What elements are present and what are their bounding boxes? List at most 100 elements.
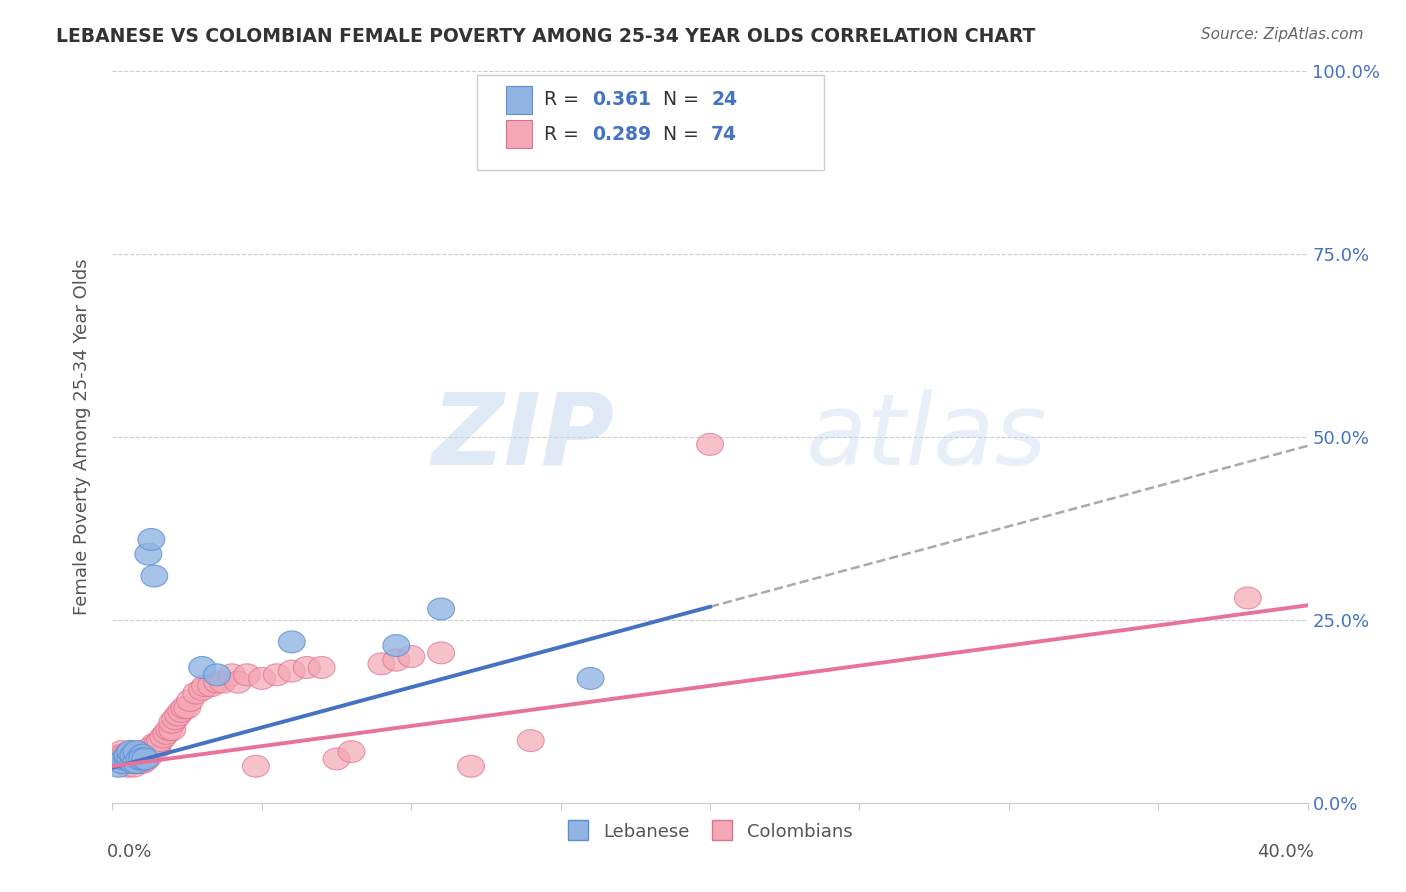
Ellipse shape [427,642,454,664]
Ellipse shape [127,742,153,764]
Ellipse shape [111,747,138,770]
Ellipse shape [457,756,485,777]
Ellipse shape [117,747,143,770]
Ellipse shape [294,657,321,679]
Text: 0.289: 0.289 [592,125,651,144]
Ellipse shape [132,747,159,770]
Ellipse shape [122,752,150,773]
Ellipse shape [204,664,231,686]
Ellipse shape [696,434,724,456]
Ellipse shape [159,712,186,733]
Ellipse shape [177,690,204,712]
Ellipse shape [114,756,141,777]
Ellipse shape [209,671,236,693]
Ellipse shape [150,726,177,747]
Ellipse shape [108,740,135,763]
Text: N =: N = [664,90,706,110]
Text: 24: 24 [711,90,737,110]
Ellipse shape [188,657,215,679]
Text: 74: 74 [711,125,737,144]
Ellipse shape [135,747,162,768]
Ellipse shape [382,634,409,657]
Ellipse shape [129,747,156,770]
Ellipse shape [129,744,156,766]
Ellipse shape [122,744,150,766]
Ellipse shape [368,653,395,675]
Ellipse shape [141,566,167,587]
Ellipse shape [120,752,146,773]
Ellipse shape [127,747,153,768]
Ellipse shape [167,700,194,723]
Ellipse shape [141,733,167,756]
Ellipse shape [1234,587,1261,609]
Ellipse shape [308,657,335,679]
Ellipse shape [120,742,146,764]
Ellipse shape [198,675,225,697]
Ellipse shape [135,742,162,764]
Text: LEBANESE VS COLOMBIAN FEMALE POVERTY AMONG 25-34 YEAR OLDS CORRELATION CHART: LEBANESE VS COLOMBIAN FEMALE POVERTY AMO… [56,27,1036,45]
Ellipse shape [117,740,143,763]
Ellipse shape [117,752,143,773]
FancyBboxPatch shape [506,86,531,114]
Ellipse shape [263,664,290,686]
Text: R =: R = [544,125,585,144]
Ellipse shape [117,744,143,766]
Ellipse shape [111,752,138,773]
Ellipse shape [114,747,141,770]
Ellipse shape [138,740,165,763]
Text: 0.361: 0.361 [592,90,651,110]
Ellipse shape [117,740,143,763]
Ellipse shape [135,543,162,566]
Ellipse shape [183,682,209,704]
Ellipse shape [117,747,143,770]
Ellipse shape [159,719,186,740]
Ellipse shape [122,740,150,763]
Ellipse shape [120,756,146,777]
Text: 40.0%: 40.0% [1257,843,1313,861]
Ellipse shape [153,723,180,744]
Ellipse shape [122,752,150,773]
Ellipse shape [138,737,165,759]
Ellipse shape [105,747,132,770]
Ellipse shape [127,747,153,770]
FancyBboxPatch shape [477,75,824,170]
Ellipse shape [108,747,135,770]
Ellipse shape [218,664,246,686]
Ellipse shape [111,747,138,770]
Ellipse shape [108,752,135,773]
Ellipse shape [105,744,132,766]
Ellipse shape [111,744,138,766]
Ellipse shape [129,747,156,770]
Ellipse shape [129,744,156,766]
Ellipse shape [188,679,215,700]
Ellipse shape [170,697,198,719]
Ellipse shape [120,747,146,770]
Ellipse shape [127,752,153,773]
Ellipse shape [398,646,425,667]
Ellipse shape [174,697,201,719]
Ellipse shape [114,747,141,768]
Ellipse shape [120,746,146,768]
Ellipse shape [114,749,141,772]
Ellipse shape [576,667,605,690]
Ellipse shape [225,671,252,693]
Ellipse shape [156,719,183,740]
Ellipse shape [143,733,170,756]
Legend: Lebanese, Colombians: Lebanese, Colombians [560,814,860,848]
Ellipse shape [108,744,135,766]
Ellipse shape [143,737,170,759]
Text: Source: ZipAtlas.com: Source: ZipAtlas.com [1201,27,1364,42]
Ellipse shape [242,756,270,777]
Ellipse shape [191,675,218,697]
Ellipse shape [129,740,156,763]
Ellipse shape [323,747,350,770]
Y-axis label: Female Poverty Among 25-34 Year Olds: Female Poverty Among 25-34 Year Olds [73,259,91,615]
Text: atlas: atlas [806,389,1047,485]
Ellipse shape [427,598,454,620]
Ellipse shape [146,730,174,752]
Ellipse shape [162,707,188,730]
Ellipse shape [122,747,150,770]
Ellipse shape [249,667,276,690]
Text: ZIP: ZIP [432,389,614,485]
Ellipse shape [517,730,544,752]
